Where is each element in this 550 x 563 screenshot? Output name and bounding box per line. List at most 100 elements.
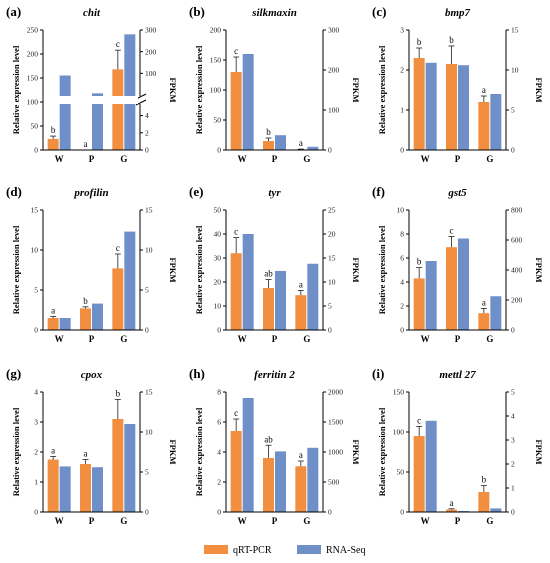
bar-qpcr [230,431,242,512]
y2-tick-label: 0 [328,508,332,517]
y2-tick-label: 10 [328,278,336,287]
chart-panel-g: (g) cpox 0 1 2 3 4 Relative expression level FPK… [6,366,178,526]
significance-letter: a [482,297,486,307]
y-tick-label: 2 [400,302,404,311]
chart-title: gst5 [447,187,467,199]
y-tick-label: 200 [210,26,222,35]
x-tick-label: G [303,334,310,344]
bar-rnaseq [242,398,254,512]
bar-qpcr [112,268,124,330]
y2-axis-title: FPKM [168,77,178,102]
panel-label: (h) [189,366,205,381]
y-tick-label: 0 [400,508,404,517]
bar-qpcr [478,102,490,150]
significance-letter: c [234,408,238,418]
chart-panel-h: (h) ferritin 2 0 2 4 6 8 Relative expression le… [189,366,361,526]
y-tick-label: 100 [210,86,222,95]
y2-tick-label: 4 [145,111,149,120]
bar-rnaseq [425,261,437,330]
y2-tick-label: 400 [511,266,523,275]
y2-tick-label: 2 [145,128,149,137]
y2-axis-title: FPKM [168,439,178,464]
chart-title: ferritin 2 [254,369,295,381]
significance-letter: ab [264,269,273,279]
bar-qpcr [413,278,425,330]
y-tick-label: 6 [217,418,221,427]
y2-axis-title: FPKM [168,257,178,282]
y-tick-label: 150 [210,56,222,65]
significance-letter: b [449,35,454,45]
y-tick-label: 6 [400,254,404,263]
bar-qpcr [112,419,124,512]
bar-rnaseq [425,420,437,512]
legend-swatch-rnaseq [297,545,321,554]
y-tick-label: 4 [400,278,404,287]
x-tick-label: P [89,334,95,344]
y-tick-label: 40 [214,230,222,239]
x-tick-label: P [272,154,278,164]
y2-axis-title: FPKM [351,257,361,282]
y2-tick-label: 5 [145,286,149,295]
y2-axis-title: FPKM [351,439,361,464]
y-tick-label: 15 [31,206,39,215]
y-tick-label: 2 [34,448,38,457]
bar-rnaseq [458,238,469,330]
y2-tick-label: 0 [328,146,332,155]
y2-tick-label: 15 [145,388,153,397]
x-tick-label: P [89,516,95,526]
y2-axis-title: FPKM [534,77,544,102]
y2-tick-label: 1000 [328,448,343,457]
y-tick-label: 10 [214,302,222,311]
bar-qpcr [446,509,457,512]
y2-tick-label: 2000 [328,388,343,397]
bar-qpcr [112,69,124,150]
bar-rnaseq [92,467,103,512]
y2-tick-label: 0 [328,326,332,335]
y-axis-title: Relative expression level [11,225,21,314]
significance-letter: a [84,139,88,149]
chart-title: chit [83,7,101,19]
y2-tick-label: 0 [511,508,515,517]
bar-rnaseq [307,447,319,512]
legend-label-rnaseq: RNA-Seq [326,545,365,556]
y2-tick-label: 200 [511,296,523,305]
y-tick-label: 10 [31,246,39,255]
bar-rnaseq [242,54,254,150]
panel-label: (e) [189,184,203,199]
y2-tick-label: 200 [145,47,157,56]
y-axis-title: Relative expression level [11,407,21,496]
significance-letter: c [234,227,238,237]
bar-rnaseq [92,303,103,330]
x-tick-label: W [238,334,247,344]
panel-label: (b) [189,4,205,19]
y-tick-label: 50 [214,206,222,215]
x-tick-label: W [55,154,64,164]
chart-title: mettl 27 [439,369,476,381]
bar-rnaseq [124,424,136,512]
y-tick-label: 3 [400,26,404,35]
bar-rnaseq [458,65,469,150]
y-axis-title: Relative expression level [194,45,204,134]
significance-letter: b [83,296,88,306]
bar-qpcr [295,466,307,512]
bar-qpcr [263,141,274,150]
bar-rnaseq [275,270,286,330]
significance-letter: a [482,85,486,95]
x-tick-label: G [486,154,493,164]
y2-tick-label: 0 [145,508,149,517]
chart-panel-b: (b) silkmaxin 0 50 100 150 200 Relative express… [189,4,361,164]
significance-letter: b [266,127,271,137]
y-axis-title: Relative expression level [377,225,387,314]
significance-letter: a [84,449,88,459]
y-tick-label: 5 [34,286,38,295]
x-tick-label: W [238,154,247,164]
y-tick-label: 50 [31,122,39,131]
y-tick-label: 2 [400,66,404,75]
chart-panel-a: (a) chit 0 50 100 150 200 250 Relative expressio… [6,4,178,164]
significance-letter: c [450,225,454,235]
y2-tick-label: 0 [145,326,149,335]
y-axis-title: Relative expression level [194,225,204,314]
x-tick-label: P [455,516,461,526]
panel-label: (c) [372,4,386,19]
